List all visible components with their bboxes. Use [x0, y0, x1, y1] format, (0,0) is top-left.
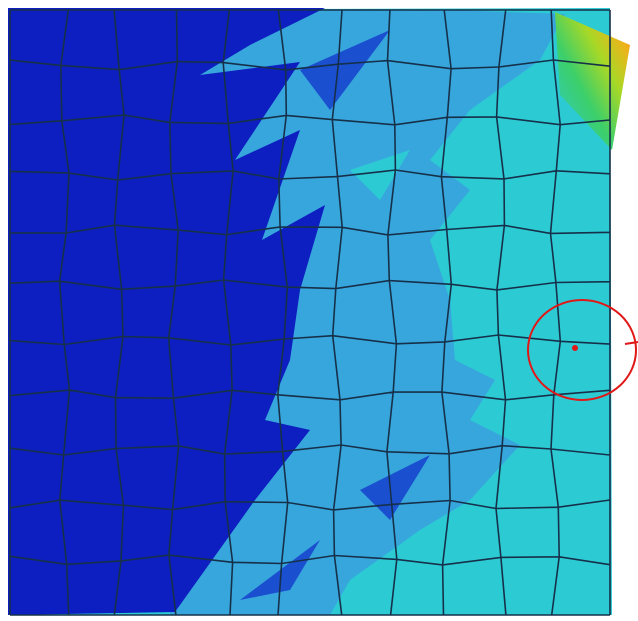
- annotation-dot: [572, 345, 578, 351]
- page: (() => { const data = JSON.parse(documen…: [0, 0, 638, 621]
- contour-plot: [0, 0, 638, 621]
